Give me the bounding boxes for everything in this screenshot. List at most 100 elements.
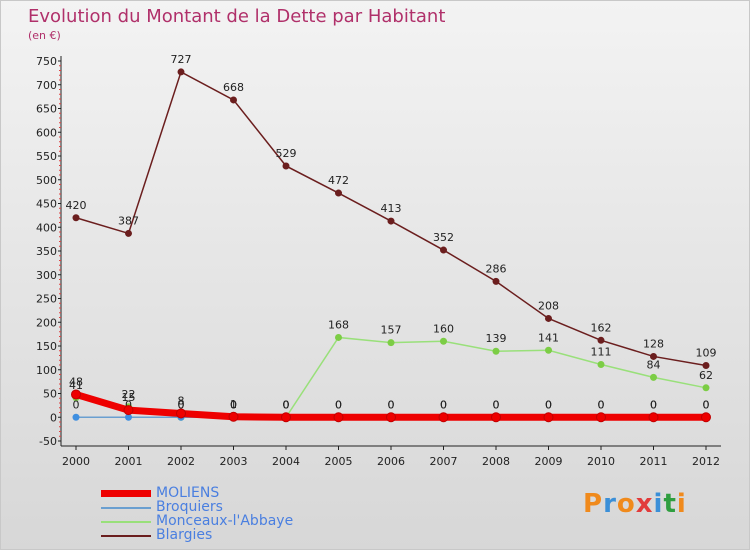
data-point [282, 162, 290, 170]
data-label: 0 [493, 398, 500, 411]
y-tick-label: 50 [43, 388, 57, 401]
y-tick-label: 150 [36, 340, 57, 353]
y-tick-label: 700 [36, 79, 57, 92]
data-label: 0 [703, 398, 710, 411]
data-label: 22 [122, 388, 136, 401]
y-tick-label: 100 [36, 364, 57, 377]
data-label: 0 [388, 398, 395, 411]
data-label: 48 [69, 375, 83, 388]
x-tick-label: 2006 [377, 455, 405, 468]
data-label: 162 [591, 321, 612, 334]
data-label: 0 [545, 398, 552, 411]
legend-label: MOLIENS [156, 485, 220, 501]
data-point [440, 246, 447, 254]
data-point [702, 361, 710, 369]
data-label: 160 [433, 322, 454, 335]
x-tick-label: 2007 [430, 455, 458, 468]
data-point [125, 413, 132, 421]
data-label: 529 [276, 147, 297, 160]
data-point [335, 189, 342, 197]
y-tick-label: 550 [36, 150, 57, 163]
x-tick-label: 2012 [692, 455, 720, 468]
data-label: 0 [73, 398, 80, 411]
data-label: 111 [591, 346, 612, 359]
data-label: 109 [696, 346, 717, 359]
data-label: 0 [178, 398, 185, 411]
data-label: 413 [381, 202, 402, 215]
data-label: 62 [699, 369, 713, 382]
data-point [648, 412, 659, 423]
data-label: 0 [125, 398, 132, 411]
data-point [650, 352, 657, 360]
data-label: 352 [433, 231, 454, 244]
y-tick-label: 300 [36, 269, 57, 282]
y-tick-label: 350 [36, 245, 57, 258]
proxiti-logo: Proxiti [583, 489, 687, 519]
legend-swatch [101, 535, 151, 537]
data-label: 84 [647, 358, 661, 371]
x-tick-label: 2005 [325, 455, 353, 468]
data-point [125, 229, 132, 237]
data-label: 208 [538, 299, 559, 312]
data-label: 0 [598, 398, 605, 411]
y-tick-label: 500 [36, 174, 57, 187]
data-point [543, 412, 554, 423]
legend-label: Monceaux-l'Abbaye [156, 513, 294, 529]
x-tick-label: 2000 [62, 455, 90, 468]
legend-swatch [101, 490, 151, 497]
data-label: 0 [598, 398, 605, 411]
data-point [438, 412, 449, 423]
x-tick-label: 2003 [220, 455, 248, 468]
data-point [545, 346, 552, 354]
legend-label: Broquiers [156, 499, 223, 515]
data-point [386, 412, 396, 423]
data-point [545, 314, 552, 322]
data-label: 0 [335, 398, 342, 411]
x-tick-label: 2011 [640, 455, 668, 468]
data-label: 128 [643, 337, 664, 350]
data-label: 0 [283, 398, 290, 411]
data-label: 0 [493, 398, 500, 411]
y-tick-label: 200 [36, 316, 57, 329]
y-tick-label: 600 [36, 126, 57, 139]
data-label: 472 [328, 174, 349, 187]
legend-swatch [101, 521, 151, 523]
data-label: 0 [650, 398, 657, 411]
y-tick-label: 400 [36, 221, 57, 234]
data-point [335, 333, 342, 341]
y-tick-label: 250 [36, 293, 57, 306]
chart-subtitle: (en €) [28, 29, 61, 42]
y-tick-label: 450 [36, 198, 57, 211]
data-label: 286 [486, 262, 507, 275]
data-label: 0 [440, 398, 447, 411]
chart-title: Evolution du Montant de la Dette par Hab… [28, 6, 446, 27]
data-label: 668 [223, 81, 244, 94]
legend-swatch [101, 507, 151, 509]
data-label: 0 [230, 398, 237, 411]
data-label: 15 [122, 391, 136, 404]
data-label: 0 [388, 398, 395, 411]
y-tick-label: -50 [39, 435, 57, 448]
x-tick-label: 2010 [587, 455, 615, 468]
data-label: 0 [283, 398, 290, 411]
data-label: 168 [328, 318, 349, 331]
data-point [228, 411, 239, 422]
data-point [123, 405, 134, 416]
data-point [440, 337, 447, 345]
data-label: 420 [66, 199, 87, 212]
x-tick-label: 2004 [272, 455, 300, 468]
data-label: 0 [178, 398, 185, 411]
data-point [650, 373, 657, 381]
data-point [387, 339, 395, 347]
data-point [702, 384, 710, 392]
data-point [492, 277, 500, 285]
data-label: 41 [69, 379, 83, 392]
data-label: 139 [486, 332, 507, 345]
data-label: 727 [171, 53, 192, 66]
data-point [492, 347, 500, 355]
data-label: 8 [178, 394, 185, 407]
data-point [177, 68, 185, 76]
x-tick-label: 2008 [482, 455, 510, 468]
